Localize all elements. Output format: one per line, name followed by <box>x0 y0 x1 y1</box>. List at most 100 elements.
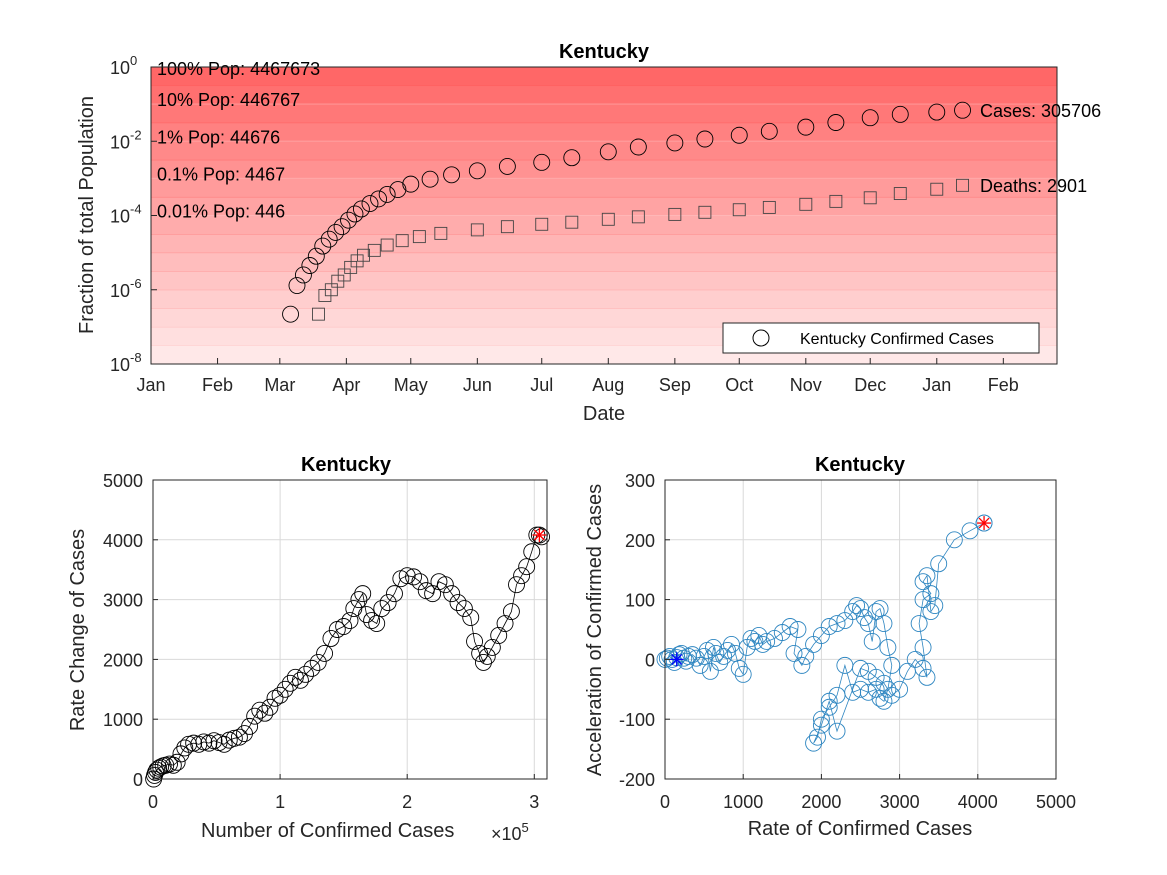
bl-x-ticks: 0 1 2 3 <box>148 774 539 812</box>
case-point <box>327 223 345 241</box>
case-point <box>294 266 312 284</box>
bl-x-tick-label: 0 <box>148 792 158 812</box>
death-point <box>357 248 370 262</box>
bl-point <box>533 528 550 546</box>
death-point <box>762 200 776 214</box>
population-band <box>151 271 1057 291</box>
top-y-tick-label: 100 <box>110 53 137 78</box>
br-point <box>852 659 869 677</box>
death-point <box>698 205 712 219</box>
case-point <box>666 134 684 152</box>
br-point <box>734 665 752 683</box>
bl-point <box>496 615 514 632</box>
br-point <box>922 585 940 603</box>
population-band <box>151 252 1057 272</box>
bl-point <box>303 659 321 677</box>
bl-point <box>373 600 391 618</box>
top-y-tick-exponent: -8 <box>130 350 142 365</box>
bl-point <box>518 558 536 576</box>
br-y-tick-label: 300 <box>625 471 655 491</box>
top-y-tick-label: 10-6 <box>110 276 142 301</box>
bl-point <box>271 686 289 704</box>
bl-x-multiplier-base: ×10 <box>491 824 522 844</box>
top-y-tick-exponent: -4 <box>130 202 142 217</box>
bl-point <box>185 734 203 752</box>
top-y-tick-base: 10 <box>110 355 130 375</box>
case-point <box>599 143 617 161</box>
br-point <box>848 597 866 615</box>
bl-y-tick-label: 4000 <box>103 531 143 551</box>
population-band <box>151 289 1057 309</box>
br-chart-title: Kentucky <box>815 454 906 476</box>
bl-point <box>276 680 294 698</box>
bl-point <box>462 609 480 626</box>
bl-point <box>513 567 531 585</box>
case-point <box>282 305 299 323</box>
top-x-tick-label: Nov <box>790 375 822 395</box>
bl-point <box>405 568 422 586</box>
population-label: 0.1% Pop: 4467 <box>157 164 285 184</box>
bl-x-axis-label: Number of Confirmed Cases <box>201 820 454 842</box>
br-point <box>805 734 823 752</box>
case-point <box>861 109 879 127</box>
death-point <box>380 238 394 252</box>
top-y-tick-label: 10-4 <box>110 202 142 227</box>
br-x-tick-label: 1000 <box>723 792 763 812</box>
bl-point <box>150 759 168 777</box>
top-x-tick-label: Jan <box>922 375 951 395</box>
death-point <box>893 187 907 201</box>
br-point <box>812 716 830 734</box>
death-point <box>863 191 877 205</box>
bl-point <box>358 606 375 623</box>
bl-point <box>502 603 520 621</box>
bl-plot-area <box>153 480 547 779</box>
case-point <box>891 105 909 123</box>
case-point <box>361 195 379 212</box>
br-point <box>879 638 897 656</box>
br-point <box>730 659 748 677</box>
death-point <box>956 178 969 192</box>
case-point <box>954 101 971 119</box>
bl-point <box>230 728 248 746</box>
top-data-marks <box>282 101 971 323</box>
bl-y-tick-label: 3000 <box>103 591 143 611</box>
br-point <box>828 615 846 632</box>
top-x-tick-label: Mar <box>264 375 295 395</box>
death-point <box>535 217 549 231</box>
top-x-tick-label: Jan <box>136 375 165 395</box>
top-y-tick-exponent: 0 <box>130 53 137 68</box>
br-point <box>914 638 932 656</box>
population-band <box>151 104 1057 124</box>
bl-y-tick-label: 5000 <box>103 471 143 491</box>
bl-point <box>281 674 299 692</box>
population-band <box>151 141 1057 161</box>
bl-point <box>195 733 213 751</box>
top-x-tick-label: Sep <box>659 375 691 395</box>
top-x-tick-label: May <box>394 375 428 395</box>
case-point <box>340 211 357 229</box>
top-y-tick-label: 10-2 <box>110 127 142 152</box>
case-point <box>797 118 815 136</box>
case-point <box>760 122 778 140</box>
case-point <box>352 200 370 218</box>
bl-point <box>386 585 403 603</box>
bl-point <box>286 668 304 686</box>
case-point <box>928 103 946 121</box>
br-point <box>661 647 679 665</box>
death-point <box>668 207 682 221</box>
cases-end-label: Cases: 305706 <box>980 101 1101 121</box>
br-point <box>820 692 838 710</box>
death-point <box>395 234 409 248</box>
br-point <box>707 644 725 662</box>
top-x-tick-label: Apr <box>332 375 360 395</box>
bl-point <box>168 753 186 771</box>
bl-x-tick-label: 2 <box>402 792 412 812</box>
top-x-tick-label: Feb <box>988 375 1019 395</box>
population-band <box>151 178 1057 198</box>
br-point <box>715 647 733 665</box>
br-point <box>918 567 936 585</box>
case-point <box>827 114 845 131</box>
br-point <box>746 633 764 650</box>
br-point <box>789 621 807 638</box>
top-x-tick-label: Feb <box>202 375 233 395</box>
